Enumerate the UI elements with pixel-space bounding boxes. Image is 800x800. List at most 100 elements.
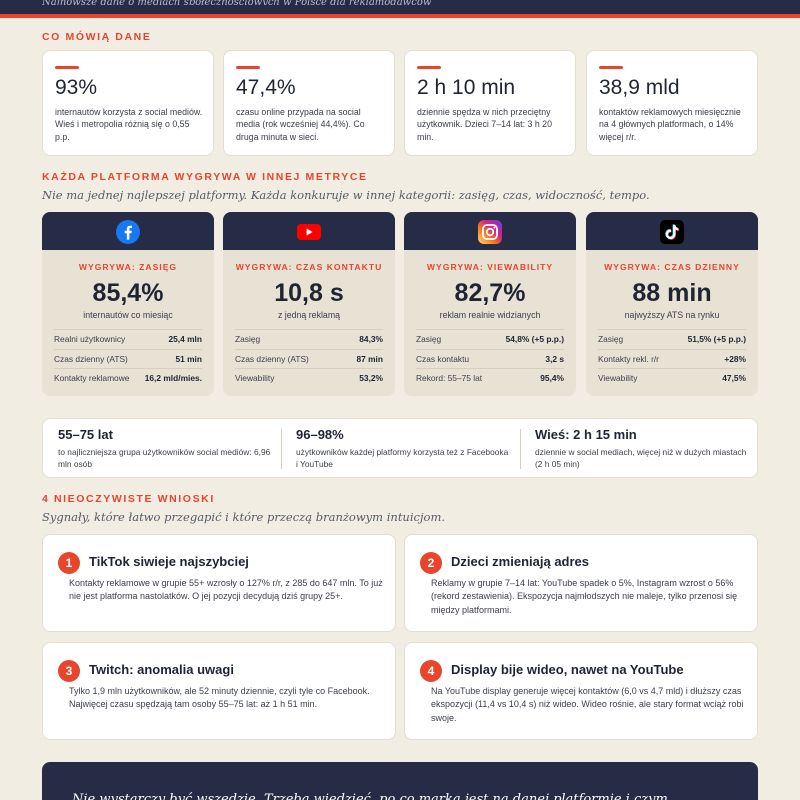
metric-label: Rekord: 55–75 lat: [416, 373, 483, 384]
instagram-icon: [478, 220, 502, 244]
platform-big-value: 85,4%: [92, 279, 164, 307]
highlight-item: 96–98% użytkowników każdej platformy kor…: [296, 427, 511, 471]
metric-label: Czas dzienny (ATS): [235, 353, 309, 364]
accent-line: [55, 66, 79, 69]
platform-win-label: WYGRYWA: CZAS KONTAKTU: [235, 262, 383, 272]
insight-title: Display bije wideo, nawet na YouTube: [451, 662, 684, 677]
platform-metrics: Zasięg 51,5% (+5 p.p.) Kontakty rekl. r/r…: [598, 329, 746, 388]
stat-card-1: 93% internautów korzysta z social mediów…: [42, 50, 214, 156]
platform-card-instagram: WYGRYWA: VIEWABILITY 82,7% reklam realni…: [404, 212, 576, 396]
metric-row: Czas kontaktu 3,2 s: [416, 348, 564, 369]
platform-big-value: 82,7%: [454, 279, 526, 307]
metric-value: 95,4%: [540, 373, 564, 384]
metric-row: Rekord: 55–75 lat 95,4%: [416, 368, 564, 388]
highlight-value: 96–98%: [296, 427, 344, 442]
metric-label: Zasięg: [598, 334, 624, 345]
highlight-description: użytkowników każdej platformy korzysta t…: [296, 447, 509, 469]
platform-win-label: WYGRYWA: CZAS DZIENNY: [604, 262, 740, 272]
insight-text: Kontakty reklamowe w grupie 55+ wzrosły …: [69, 578, 383, 602]
divider: [520, 429, 521, 469]
metric-value: 47,5%: [722, 373, 746, 384]
insight-number-badge: 4: [420, 660, 442, 682]
insight-card-4: 4 Display bije wideo, nawet na YouTube N…: [404, 642, 758, 740]
stat-value: 38,9 mld: [599, 76, 680, 99]
metric-value: 3,2 s: [545, 353, 564, 364]
platform-card-header: [223, 212, 395, 250]
stat-card-4: 38,9 mld kontaktów reklamowych miesięczn…: [586, 50, 758, 156]
insight-card-1: 1 TikTok siwieje najszybciej Kontakty re…: [42, 534, 396, 632]
platform-card-facebook: WYGRYWA: ZASIĘG 85,4% internautów co mie…: [42, 212, 214, 396]
metric-label: Viewability: [235, 373, 275, 384]
platform-big-caption: internautów co miesiąc: [83, 310, 173, 320]
metric-row: Viewability 53,2%: [235, 368, 383, 388]
metric-row: Viewability 47,5%: [598, 368, 746, 388]
platform-big-caption: reklam realnie widzianych: [439, 310, 541, 320]
highlight-value: Wieś: 2 h 15 min: [535, 427, 637, 442]
section-label-insights: 4 NIEOCZYWISTE WNIOSKI: [42, 493, 215, 505]
insight-card-3: 3 Twitch: anomalia uwagi Tylko 1,9 mln u…: [42, 642, 396, 740]
platform-card-tiktok: WYGRYWA: CZAS DZIENNY 88 min najwyższy A…: [586, 212, 758, 396]
metric-value: 53,2%: [359, 373, 383, 384]
metric-value: 54,8% (+5 p.p.): [505, 334, 564, 345]
metric-value: 87 min: [356, 353, 383, 364]
stat-description: kontaktów reklamowych miesięcznie na 4 g…: [599, 107, 741, 142]
platform-metrics: Realni użytkownicy 25,4 mln Czas dzienny …: [54, 329, 202, 388]
platform-big-value: 88 min: [632, 279, 712, 307]
insight-card-2: 2 Dzieci zmieniają adres Reklamy w grupi…: [404, 534, 758, 632]
metric-row: Zasięg 84,3%: [235, 329, 383, 349]
insight-number-badge: 2: [420, 552, 442, 574]
facebook-icon: [116, 220, 140, 244]
metric-row: Czas dzienny (ATS) 51 min: [54, 348, 202, 369]
platform-win-label: WYGRYWA: VIEWABILITY: [426, 262, 554, 272]
insight-text: Na YouTube display generuje więcej konta…: [431, 686, 744, 723]
insight-text: Reklamy w grupie 7–14 lat: YouTube spade…: [431, 578, 738, 615]
metric-value: 84,3%: [359, 334, 383, 345]
highlight-description: to najliczniejsza grupa użytkowników soc…: [58, 447, 271, 469]
summary-text: Nie wystarczy być wszędzie. Trzeba wiedz…: [72, 792, 668, 800]
stat-description: czasu online przypada na social media (r…: [236, 107, 365, 142]
metric-label: Kontakty rekl. r/r: [598, 353, 659, 364]
metric-value: 16,2 mld/mies.: [144, 373, 202, 384]
platform-card-header: [586, 212, 758, 250]
metric-label: Zasięg: [416, 334, 442, 345]
metric-label: Czas dzienny (ATS): [54, 353, 128, 364]
stat-value: 2 h 10 min: [417, 76, 516, 99]
stat-value: 93%: [55, 76, 98, 99]
platform-card-header: [404, 212, 576, 250]
metric-row: Realni użytkownicy 25,4 mln: [54, 329, 202, 349]
metric-value: +28%: [724, 353, 746, 364]
bottom-summary-panel: Nie wystarczy być wszędzie. Trzeba wiedz…: [42, 762, 758, 800]
metric-label: Czas kontaktu: [416, 353, 470, 364]
tiktok-icon: [660, 220, 684, 244]
stat-card-2: 47,4% czasu online przypada na social me…: [223, 50, 395, 156]
metric-label: Kontakty reklamowe: [54, 373, 130, 384]
highlight-description: dziennie w social mediach, więcej niż w …: [535, 447, 747, 469]
top-header-bar: Najnowsze dane o mediach społecznościowy…: [0, 0, 800, 18]
insight-title: Dzieci zmieniają adres: [451, 554, 590, 569]
insight-text: Tylko 1,9 mln użytkowników, ale 52 minut…: [69, 686, 370, 710]
highlights-strip: 55–75 lat to najliczniejsza grupa użytko…: [42, 418, 758, 478]
metric-row: Kontakty reklamowe 16,2 mld/mies.: [54, 368, 202, 388]
platform-win-label: WYGRYWA: ZASIĘG: [78, 262, 178, 272]
accent-line: [599, 66, 623, 69]
section-label-platforms: KAŻDA PLATFORMA WYGRYWA W INNEJ METRYCE: [42, 171, 368, 183]
divider: [281, 429, 282, 469]
metric-value: 51,5% (+5 p.p.): [687, 334, 746, 345]
insight-title: Twitch: anomalia uwagi: [89, 662, 234, 677]
insight-title: TikTok siwieje najszybciej: [89, 554, 249, 569]
highlight-value: 55–75 lat: [58, 427, 113, 442]
stat-description: dziennie spędza w nich przeciętny użytko…: [417, 107, 552, 142]
metric-row: Zasięg 54,8% (+5 p.p.): [416, 329, 564, 349]
stat-card-3: 2 h 10 min dziennie spędza w nich przeci…: [404, 50, 576, 156]
stat-value: 47,4%: [236, 76, 296, 99]
accent-line: [236, 66, 260, 69]
stat-description: internautów korzysta z social mediów. Wi…: [55, 107, 203, 142]
metric-label: Zasięg: [235, 334, 261, 345]
metric-value: 51 min: [175, 353, 202, 364]
header-text: Najnowsze dane o mediach społecznościowy…: [42, 0, 431, 5]
accent-line: [417, 66, 441, 69]
metric-label: Viewability: [598, 373, 638, 384]
platform-big-value: 10,8 s: [274, 279, 344, 307]
metric-value: 25,4 mln: [168, 334, 202, 345]
highlight-item: 55–75 lat to najliczniejsza grupa użytko…: [58, 427, 278, 471]
